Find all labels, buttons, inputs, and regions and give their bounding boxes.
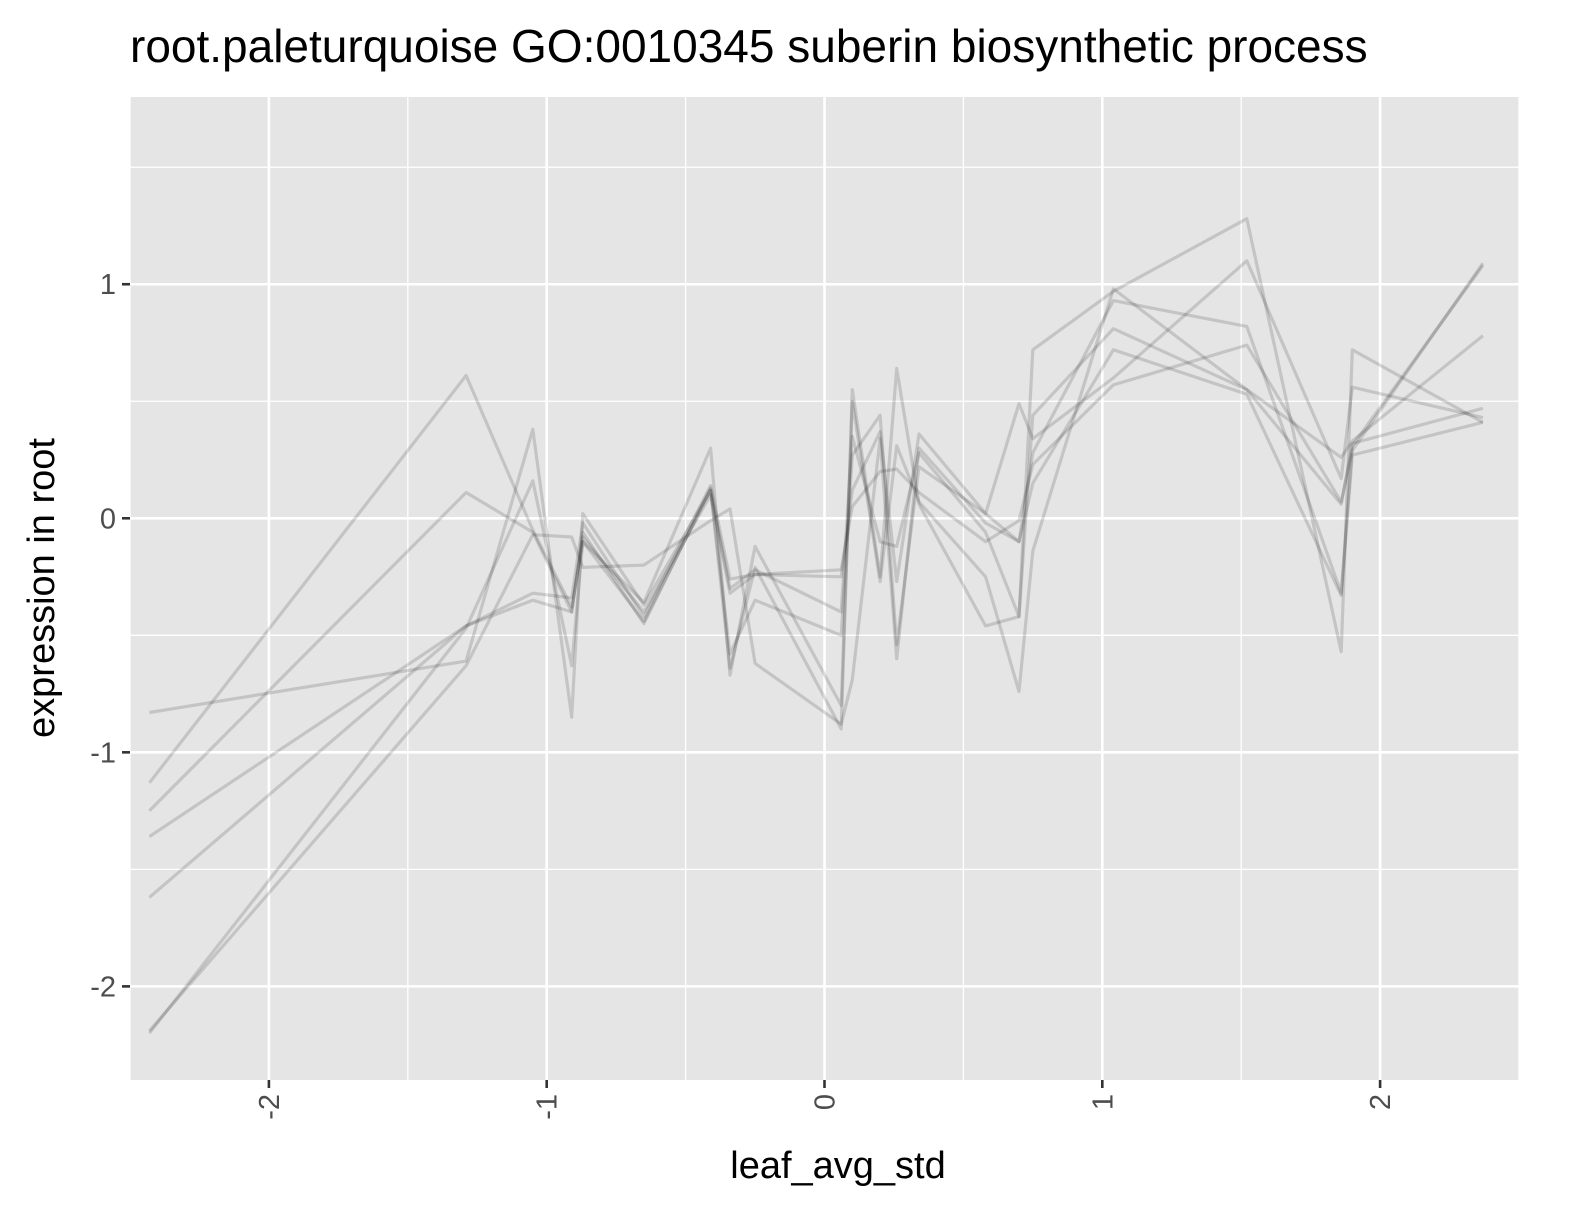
- series-line-2: [148, 327, 1484, 784]
- y-axis: -2 -1 0 1: [90, 269, 130, 1003]
- x-axis: -2 -1 0 1 2: [254, 1080, 1397, 1120]
- y-tick-label: 0: [100, 503, 116, 535]
- x-axis-title: leaf_avg_std: [730, 1145, 946, 1187]
- series-layer: [148, 217, 1485, 1035]
- series-line-3: [148, 259, 1484, 812]
- x-tick-label: 0: [810, 1094, 842, 1110]
- x-tick-label: -1: [532, 1094, 564, 1120]
- chart-title: root.paleturquoise GO:0010345 suberin bi…: [130, 20, 1368, 72]
- y-tick-label: -2: [90, 971, 116, 1003]
- y-tick-label: -1: [90, 737, 116, 769]
- series-line-4: [148, 262, 1485, 838]
- series-line-6: [148, 287, 1484, 1035]
- x-tick-label: 2: [1365, 1094, 1397, 1110]
- grid-layer: [129, 97, 1520, 1080]
- series-line-5: [148, 264, 1485, 899]
- x-tick-label: 1: [1087, 1094, 1119, 1110]
- x-tick-label: -2: [254, 1094, 286, 1120]
- y-axis-title: expression in root: [21, 438, 63, 738]
- series-line-7: [148, 348, 1484, 1032]
- series-line-1: [149, 217, 1484, 731]
- y-tick-label: 1: [100, 269, 116, 301]
